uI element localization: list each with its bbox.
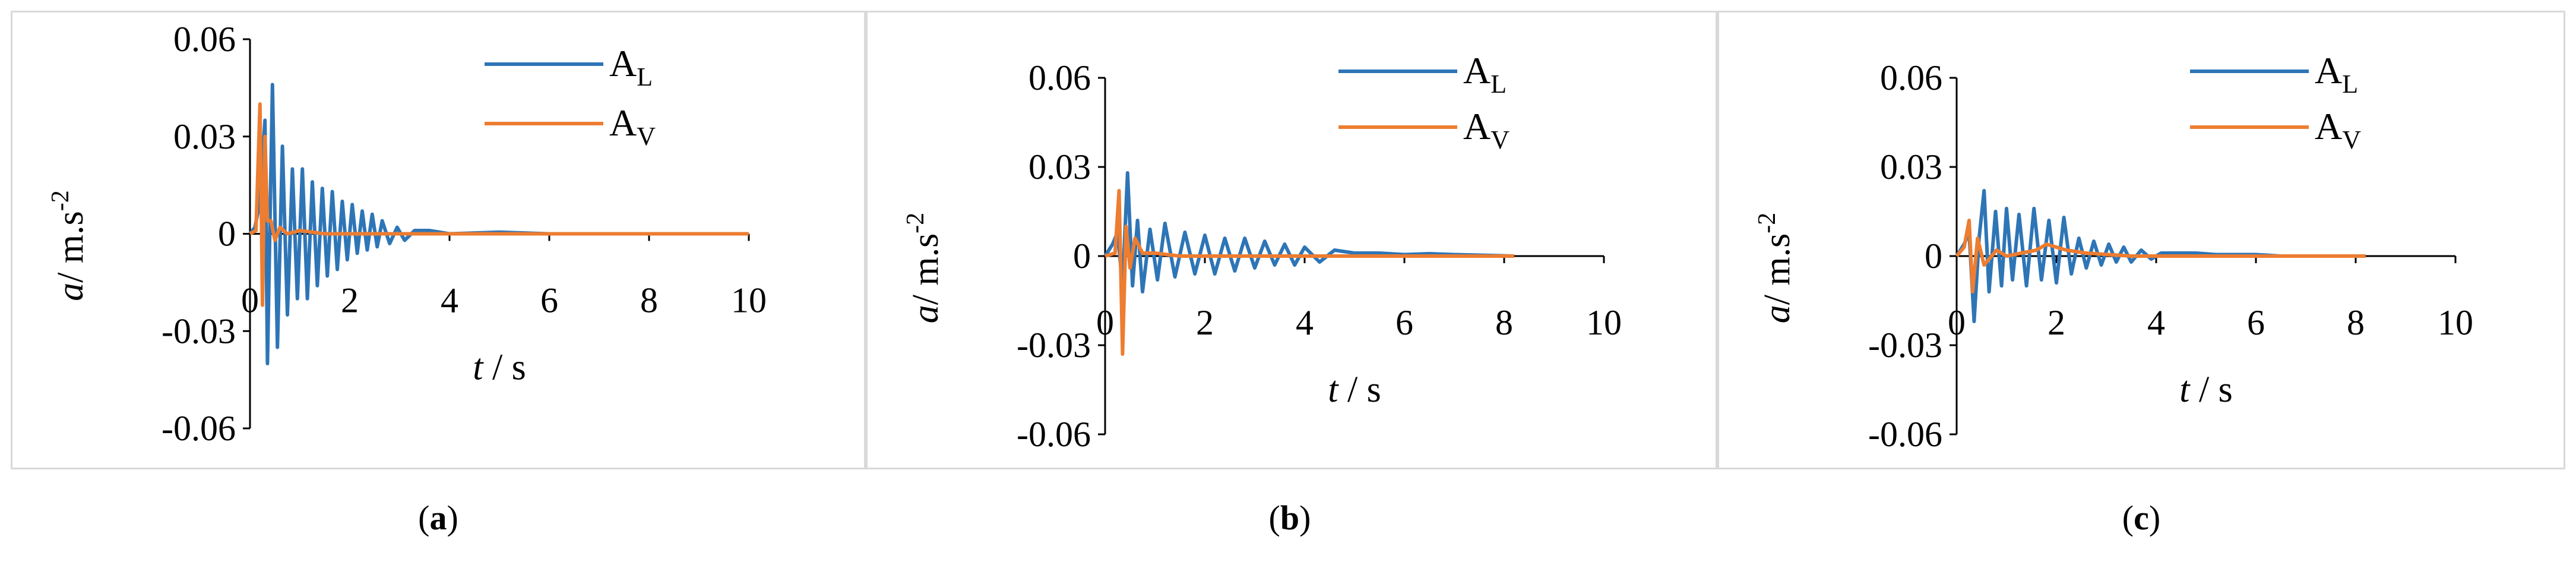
legend-label: AL (2315, 49, 2358, 99)
legend-label: AV (1463, 105, 1509, 154)
caption-a: (a) (418, 498, 458, 537)
y-tick-label: 0.03 (1028, 147, 1091, 187)
x-tick-label: 0 (1948, 303, 1966, 342)
series-line-AL (1103, 171, 1514, 294)
y-tick-label: 0.06 (1880, 58, 1942, 97)
x-tick-label: 10 (1586, 303, 1622, 342)
y-tick-label: -0.03 (1868, 326, 1942, 365)
x-axis-label: t / s (2179, 370, 2233, 410)
y-tick-label: -0.03 (1017, 326, 1091, 365)
x-axis-label: t / s (1328, 370, 1381, 410)
y-tick-label: 0.03 (173, 117, 236, 156)
x-tick-label: 4 (441, 281, 458, 320)
caption-b: (b) (1268, 498, 1311, 537)
x-tick-label: 8 (1495, 303, 1513, 342)
legend-label: AV (2315, 105, 2361, 154)
y-tick-label: -0.06 (1868, 415, 1942, 454)
x-tick-label: 6 (540, 281, 558, 320)
x-tick-label: 2 (1196, 303, 1214, 342)
y-tick-label: 0.03 (1880, 147, 1942, 187)
caption-c: (c) (2122, 498, 2161, 537)
x-tick-label: 2 (341, 281, 359, 320)
legend-label: AL (1463, 49, 1507, 99)
chart-panel-a: -0.06 -0.03 0 0.03 0.06 0 2 4 6 8 10 t / s a/ m.s-2 A… (11, 11, 866, 469)
chart-panel-b: -0.06 -0.03 0 0.03 0.06 0 2 4 6 8 10 t / s a/ m.s-2 A… (866, 11, 1717, 469)
series-line-AL (1955, 189, 2366, 323)
y-tick-label: 0 (1925, 236, 1942, 276)
x-tick-label: 8 (640, 281, 658, 320)
chart-panel-c: -0.06 -0.03 0 0.03 0.06 0 2 4 6 8 10 t / s a/ m.s-2 A… (1717, 11, 2565, 469)
y-axis-label: a/ m.s-2 (47, 190, 91, 301)
x-tick-label: 6 (2247, 303, 2265, 342)
x-tick-label: 10 (731, 281, 767, 320)
x-tick-label: 10 (2438, 303, 2473, 342)
y-tick-label: 0 (1073, 236, 1091, 276)
series-line-AV (249, 102, 749, 307)
y-tick-label: -0.06 (162, 409, 236, 448)
x-tick-label: 2 (2047, 303, 2065, 342)
caption-b-letter: b (1280, 498, 1300, 537)
y-tick-label: 0 (218, 214, 236, 254)
series-line-AL (248, 83, 749, 365)
x-tick-label: 4 (2147, 303, 2165, 342)
caption-a-letter: a (429, 498, 447, 537)
legend-label: AL (609, 42, 653, 91)
y-tick-label: -0.06 (1017, 415, 1091, 454)
series-line-AV (1105, 189, 1514, 356)
x-tick-label: 4 (1296, 303, 1314, 342)
x-tick-label: 6 (1395, 303, 1413, 342)
y-tick-label: -0.03 (162, 311, 236, 351)
caption-c-letter: c (2134, 498, 2149, 537)
y-tick-label: 0.06 (1028, 58, 1091, 97)
x-tick-label: 0 (241, 281, 259, 320)
x-tick-label: 0 (1096, 303, 1114, 342)
y-axis-label: a/ m.s-2 (902, 213, 946, 324)
y-axis-label: a/ m.s-2 (1754, 213, 1797, 324)
x-tick-label: 8 (2347, 303, 2365, 342)
y-tick-label: 0.06 (173, 20, 236, 59)
x-axis-label: t / s (473, 348, 526, 388)
series-line-AV (1955, 219, 2366, 294)
legend-label: AV (609, 102, 656, 151)
